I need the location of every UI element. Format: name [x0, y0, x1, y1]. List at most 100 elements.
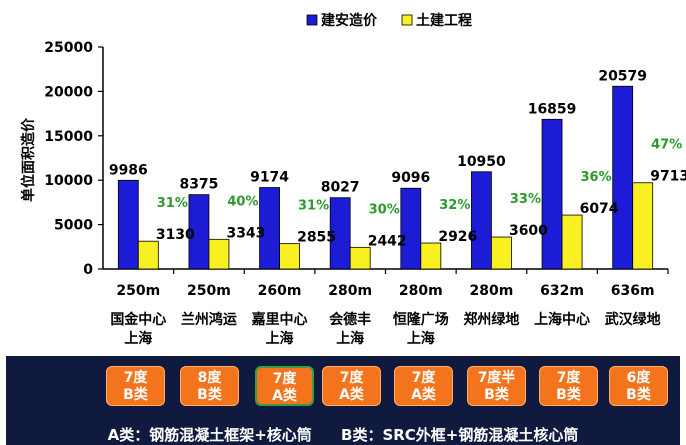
percent-label: 40% — [227, 194, 258, 209]
bar-jianan — [400, 187, 422, 270]
y-tick-label: 20000 — [44, 84, 93, 100]
bar-tujian — [420, 242, 442, 270]
seismic-intensity: 7度 — [272, 371, 297, 387]
seismic-intensity: 8度 — [197, 370, 222, 386]
y-tick-label: 5000 — [54, 218, 93, 234]
bar-value-label: 3343 — [226, 225, 265, 241]
chart-bars — [117, 85, 654, 270]
category-height-label: 280m — [470, 283, 514, 299]
structure-class: B类 — [484, 387, 509, 403]
structure-class: A类 — [411, 387, 436, 403]
bar-value-label: 2855 — [297, 230, 336, 246]
category-name-label: 上海 — [124, 330, 152, 347]
percent-label: 47% — [651, 138, 682, 153]
category-name-label: 武汉绿地 — [605, 311, 661, 328]
seismic-badge: 7度 B类 — [106, 366, 165, 406]
bar-tujian — [632, 182, 654, 270]
percent-label: 32% — [439, 198, 470, 213]
bar-jianan — [117, 179, 139, 270]
bar-tujian — [349, 246, 371, 270]
bar-chart: 0 5000 10000 15000 20000 25000 单位面积造价 9986 3130… — [20, 12, 686, 347]
category-height-label: 280m — [399, 283, 443, 299]
bar-value-label: 20579 — [598, 68, 647, 84]
seismic-badge: 8度 B类 — [180, 366, 239, 406]
bar-value-label: 16859 — [528, 101, 577, 117]
y-tick-label: 10000 — [44, 173, 93, 189]
percent-label: 33% — [510, 192, 541, 207]
seismic-badge: 7度 A类 — [322, 366, 381, 406]
seismic-intensity: 6度 — [626, 370, 651, 386]
structure-class: B类 — [197, 387, 222, 403]
category-name-label: 兰州鸿运 — [181, 311, 237, 328]
category-name-label: 上海 — [407, 330, 435, 347]
bar-value-label: 6074 — [580, 201, 619, 217]
y-tick-label: 25000 — [44, 40, 93, 56]
percent-label: 36% — [581, 170, 612, 185]
bar-value-label: 9986 — [109, 162, 148, 178]
bar-value-label: 3130 — [156, 227, 195, 243]
y-tick-label: 15000 — [44, 129, 93, 145]
seismic-info-panel: 7度 B类 8度 B类 7度 A类 7度 A类 7度 A类 7度半 B类 7度 B类 6度 B类 A类：钢筋混… — [6, 356, 680, 445]
chart-legend: 建安造价 土建工程 — [306, 12, 472, 29]
bar-jianan — [471, 171, 492, 270]
note-a: A类：钢筋混凝土框架+核心筒 — [107, 426, 312, 444]
bar-value-label: 2442 — [368, 233, 407, 249]
seismic-intensity: 7度 — [411, 370, 436, 386]
bar-value-label: 3600 — [509, 223, 548, 239]
structure-type-note: A类：钢筋混凝土框架+核心筒 B类：SRC外框+钢筋混凝土核心筒 — [6, 424, 680, 445]
bar-jianan — [329, 197, 351, 270]
bar-jianan — [259, 187, 280, 270]
note-b: B类：SRC外框+钢筋混凝土核心筒 — [341, 426, 579, 444]
bar-jianan — [612, 85, 634, 270]
seismic-intensity: 7度 — [556, 370, 581, 386]
bar-value-label: 9096 — [391, 170, 430, 186]
structure-class: B类 — [123, 387, 148, 403]
seismic-intensity: 7度半 — [477, 370, 516, 386]
category-name-label: 郑州绿地 — [463, 311, 519, 328]
structure-class: A类 — [339, 387, 364, 403]
bar-value-label: 9174 — [250, 170, 289, 186]
category-height-label: 280m — [328, 283, 372, 299]
percent-label: 31% — [157, 196, 188, 211]
category-height-label: 250m — [187, 283, 231, 299]
seismic-intensity: 7度 — [339, 370, 364, 386]
bar-tujian — [561, 214, 583, 270]
bar-tujian — [137, 240, 159, 270]
seismic-badge: 7度半 B类 — [467, 366, 526, 406]
seismic-intensity: 7度 — [123, 370, 148, 386]
seismic-badge: 6度 B类 — [609, 366, 668, 406]
legend-swatch — [401, 14, 413, 26]
structure-class: B类 — [626, 387, 651, 403]
percent-label: 30% — [369, 202, 400, 217]
bar-tujian — [279, 243, 300, 270]
structure-class: A类 — [272, 388, 297, 404]
percent-label: 31% — [298, 199, 329, 214]
bar-tujian — [491, 236, 512, 270]
category-name-label: 上海 — [266, 330, 294, 347]
bar-tujian — [208, 238, 230, 270]
chart-axes: 0 5000 10000 15000 20000 25000 单位面积造价 — [20, 40, 669, 278]
category-name-label: 国金中心 — [110, 311, 166, 328]
category-name-label: 嘉里中心 — [251, 311, 308, 328]
y-tick-label: 0 — [83, 262, 93, 278]
bar-value-label: 8375 — [179, 177, 218, 193]
category-height-label: 636m — [611, 283, 655, 299]
category-height-label: 632m — [540, 283, 584, 299]
legend-label: 土建工程 — [416, 12, 472, 29]
legend-label: 建安造价 — [321, 12, 378, 29]
seismic-badge: 7度 A类 — [255, 366, 314, 406]
category-height-label: 250m — [116, 283, 160, 299]
category-name-label: 会德丰 — [329, 311, 371, 328]
bar-value-label: 8027 — [321, 180, 360, 196]
category-name-label: 恒隆广场 — [393, 311, 449, 328]
bar-value-label: 2926 — [438, 229, 477, 245]
bar-value-label: 9713 — [650, 169, 686, 185]
category-name-label: 上海 — [336, 330, 364, 347]
seismic-badge: 7度 A类 — [394, 366, 453, 406]
bar-jianan — [188, 194, 210, 270]
category-name-label: 上海中心 — [534, 311, 590, 328]
structure-class: B类 — [556, 387, 581, 403]
legend-swatch — [306, 14, 318, 26]
y-axis-title: 单位面积造价 — [20, 117, 37, 202]
